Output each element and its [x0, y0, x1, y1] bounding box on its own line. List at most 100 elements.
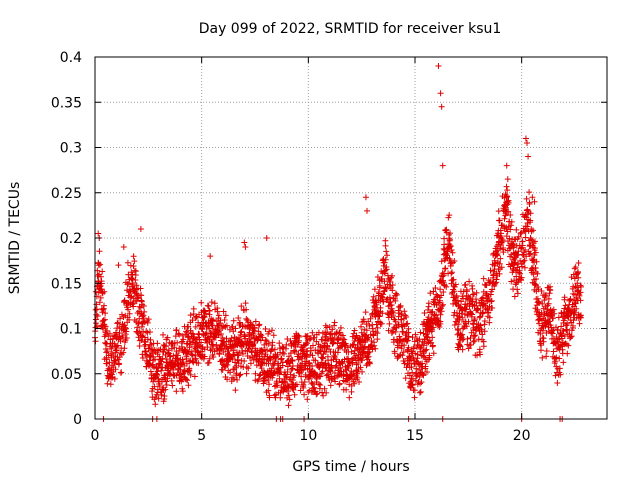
x-tick-label: 5 [197, 428, 206, 444]
data-point [430, 350, 437, 357]
data-point [478, 326, 485, 333]
x-tick-label: 20 [513, 428, 531, 444]
data-point [439, 162, 446, 169]
data-point [357, 364, 364, 371]
data-point [401, 342, 408, 349]
data-point [466, 278, 473, 285]
data-point [122, 325, 129, 332]
data-point [128, 275, 135, 282]
data-point [136, 328, 143, 335]
data-point [561, 333, 568, 340]
data-point [276, 340, 283, 347]
data-point [107, 381, 114, 388]
data-point [384, 295, 391, 302]
data-point [479, 294, 486, 301]
data-point [336, 380, 343, 387]
data-point [96, 248, 103, 255]
data-point [114, 342, 121, 349]
data-point [256, 321, 263, 328]
data-point [201, 314, 208, 321]
data-point [399, 352, 406, 359]
data-point [388, 329, 395, 336]
data-point [422, 363, 429, 370]
data-point [126, 316, 133, 323]
data-point [549, 327, 556, 334]
data-point [241, 358, 248, 365]
data-point [557, 371, 564, 378]
data-point [290, 386, 297, 393]
data-point [565, 342, 572, 349]
data-point [262, 336, 269, 343]
data-point [444, 248, 451, 255]
data-point [361, 344, 368, 351]
data-point [114, 320, 121, 327]
data-point [471, 317, 478, 324]
data-point [236, 372, 243, 379]
data-point [437, 286, 444, 293]
data-point [277, 389, 284, 396]
data-point [287, 350, 294, 357]
data-point [532, 249, 539, 256]
data-point [365, 353, 372, 360]
y-tick-label: 0.1 [60, 322, 82, 338]
data-point [486, 319, 493, 326]
x-tick-label: 0 [91, 428, 100, 444]
data-point [187, 338, 193, 345]
data-point [480, 343, 487, 350]
data-point [361, 326, 368, 333]
data-point [576, 292, 583, 299]
data-point [451, 321, 458, 328]
data-point [429, 326, 436, 333]
data-point [180, 359, 187, 366]
data-point [432, 285, 439, 292]
data-point [489, 286, 496, 293]
data-point [508, 278, 515, 285]
data-point [238, 328, 245, 335]
data-point [126, 288, 133, 295]
data-point [455, 327, 462, 334]
data-point [449, 269, 456, 276]
data-point [284, 363, 291, 370]
data-point [503, 183, 510, 190]
data-point [146, 329, 153, 336]
data-point [160, 331, 167, 338]
data-point [285, 402, 292, 409]
data-point [242, 300, 249, 307]
data-point [155, 395, 162, 402]
data-point [296, 333, 303, 340]
data-point [141, 308, 148, 315]
data-point [450, 276, 457, 283]
data-point [137, 225, 144, 232]
data-point [125, 280, 132, 287]
data-point [441, 282, 448, 289]
data-point [440, 289, 447, 296]
data-point [320, 392, 327, 399]
data-point [196, 336, 203, 343]
data-point [443, 283, 450, 290]
data-point [441, 246, 448, 253]
data-point [341, 336, 348, 343]
data-point [286, 376, 293, 383]
data-point [528, 236, 535, 243]
data-point [140, 303, 147, 310]
data-point [461, 324, 468, 331]
data-point [553, 354, 560, 361]
data-points-layer [91, 63, 585, 422]
data-point [187, 371, 194, 378]
data-point [416, 389, 423, 396]
data-point [167, 371, 174, 378]
data-point [295, 332, 302, 339]
data-point [517, 230, 524, 237]
data-point [284, 336, 291, 343]
data-point [243, 306, 250, 313]
y-axis-label: SRMTID / TECUs [7, 182, 23, 295]
data-point [117, 338, 124, 345]
data-point [104, 348, 111, 355]
data-point [345, 365, 352, 372]
data-point [465, 345, 472, 352]
data-point [496, 217, 503, 224]
data-point [531, 238, 538, 245]
y-tick-label: 0.2 [60, 231, 82, 247]
data-point [487, 267, 494, 274]
data-point [369, 346, 376, 353]
